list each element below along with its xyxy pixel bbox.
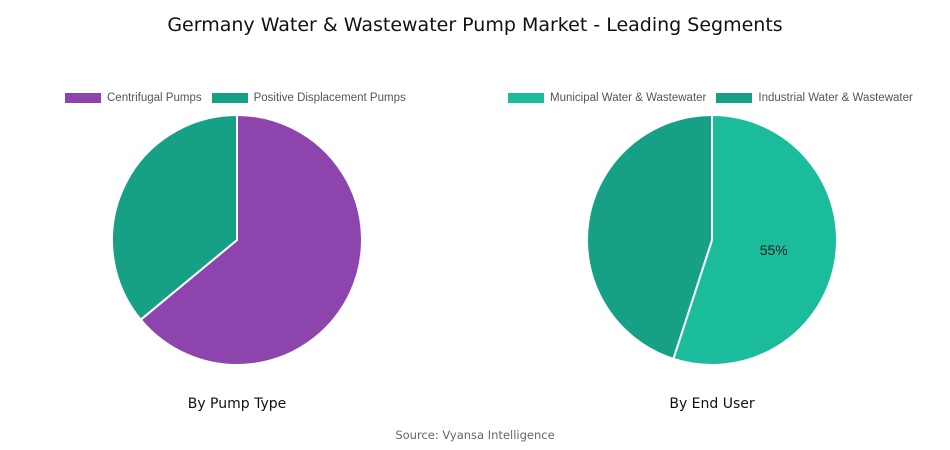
pie-slice-1-0 [672, 113, 838, 366]
legend-item-centrifugal-pumps: Centrifugal Pumps [65, 92, 202, 104]
legend-swatch-positive-displacement-pumps [211, 93, 248, 103]
pie-slice-1-1 [586, 113, 713, 361]
legend-item-municipal: Municipal Water & Wastewater [508, 92, 706, 104]
legend-left: Centrifugal Pumps Positive Displacement … [65, 92, 416, 104]
legend-item-industrial: Industrial Water & Wastewater [716, 92, 913, 104]
pie-chart-pump-type [111, 113, 363, 366]
legend-label-municipal: Municipal Water & Wastewater [550, 92, 707, 104]
legend-item-positive-displacement-pumps: Positive Displacement Pumps [211, 92, 406, 104]
caption-pump-type: By Pump Type [187, 396, 287, 412]
legend-right: Municipal Water & Wastewater Industrial … [508, 92, 923, 104]
legend-label-industrial: Industrial Water & Wastewater [758, 92, 913, 104]
pie-chart-end-user: 55% [586, 113, 838, 366]
legend-swatch-centrifugal-pumps [65, 93, 101, 103]
legend-label-centrifugal-pumps: Centrifugal Pumps [107, 92, 202, 104]
legend-label-positive-displacement-pumps: Positive Displacement Pumps [253, 92, 406, 104]
legend-swatch-industrial [716, 93, 753, 103]
pie-slice-0-1 [111, 113, 238, 322]
pie-slice-0-0 [139, 113, 363, 366]
pie-data-label-1-0: 55% [760, 242, 788, 258]
caption-end-user: By End User [669, 396, 755, 412]
chart-title: Germany Water & Wastewater Pump Market -… [167, 14, 783, 36]
legend-swatch-municipal [508, 93, 544, 103]
source-note: Source: Vyansa Intelligence [395, 428, 555, 442]
